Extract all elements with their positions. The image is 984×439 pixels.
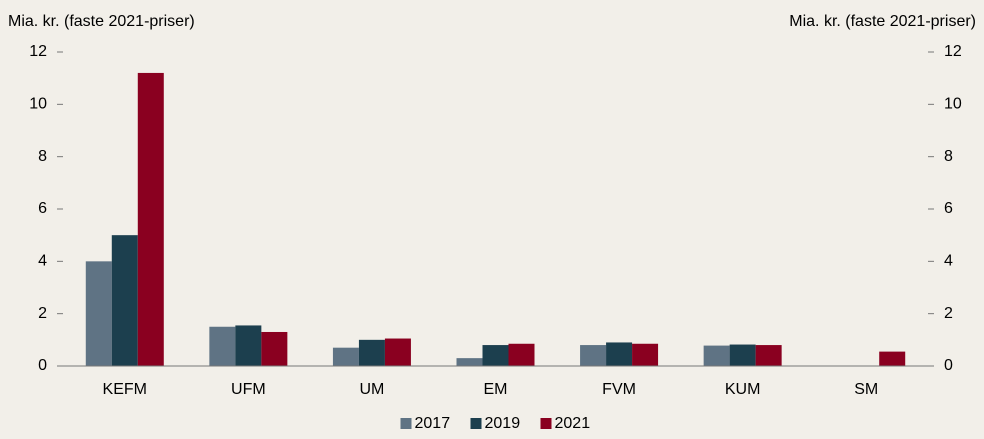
x-tick-label: UM [359,381,384,398]
bar [580,345,607,366]
x-tick-label: KUM [725,381,761,398]
y2-tick-label: 0 [944,357,953,374]
y2-tick-label: 12 [944,43,962,60]
y-tick-label: 10 [29,96,47,113]
bar [235,325,262,366]
bar [111,235,138,366]
bar [879,351,906,366]
x-tick-label: EM [484,381,508,398]
legend-swatch [470,418,482,429]
y2-axis-label: Mia. kr. (faste 2021-priser) [789,13,976,30]
bar [384,338,411,366]
bar [358,339,385,366]
y2-tick-label: 2 [944,305,953,322]
legend-label: 2019 [485,415,521,432]
x-tick-label: UFM [231,381,266,398]
y-tick-label: 4 [38,253,47,270]
bar [261,331,288,366]
x-tick-label: FVM [602,381,636,398]
y2-tick-label: 8 [944,148,953,165]
y2-tick-label: 6 [944,200,953,217]
bar [729,344,756,366]
y2-tick-label: 10 [944,96,962,113]
bar [332,347,359,366]
y-tick-label: 2 [38,305,47,322]
legend-swatch [400,418,412,429]
legend-swatch [540,418,552,429]
y-axis-label: Mia. kr. (faste 2021-priser) [8,13,195,30]
y2-tick-label: 4 [944,253,953,270]
bar [482,345,509,366]
x-tick-label: SM [854,381,878,398]
y-tick-label: 6 [38,200,47,217]
bar [755,345,782,366]
legend-label: 2021 [555,415,591,432]
y-tick-label: 8 [38,148,47,165]
y-tick-label: 0 [38,357,47,374]
bar [137,72,164,366]
y-tick-label: 12 [29,43,47,60]
bar [508,343,535,366]
bar [456,358,483,366]
bar [703,345,730,366]
legend-label: 2017 [415,415,451,432]
bar [632,343,659,366]
bar [85,261,112,366]
bar [606,342,633,366]
bar [209,326,236,366]
x-tick-label: KEFM [103,381,147,398]
